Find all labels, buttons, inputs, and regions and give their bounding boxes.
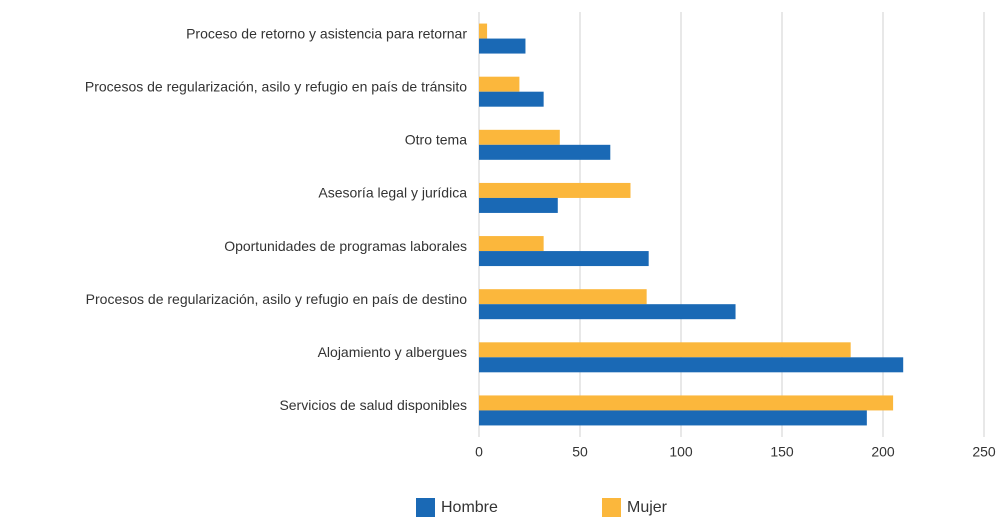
bar	[479, 304, 736, 320]
x-tick-label: 50	[572, 444, 588, 460]
bar	[479, 289, 647, 305]
legend-label: Mujer	[627, 499, 668, 516]
x-tick-label: 0	[475, 444, 483, 460]
bar	[479, 144, 611, 160]
x-tick-label: 250	[972, 444, 996, 460]
y-tick-label: Alojamiento y albergues	[318, 344, 467, 360]
bar	[479, 23, 488, 39]
x-tick-label: 150	[770, 444, 794, 460]
bar	[479, 197, 558, 213]
bar	[479, 236, 544, 252]
legend-label: Hombre	[441, 499, 498, 516]
bar	[479, 395, 894, 411]
y-tick-label: Proceso de retorno y asistencia para ret…	[186, 25, 467, 41]
bar	[479, 410, 867, 426]
y-tick-label: Otro tema	[405, 132, 467, 148]
bar	[479, 342, 851, 358]
bar	[479, 251, 649, 267]
y-tick-label: Asesoría legal y jurídica	[318, 185, 467, 201]
bar	[479, 182, 631, 198]
x-tick-label: 100	[669, 444, 693, 460]
y-tick-label: Servicios de salud disponibles	[279, 397, 467, 413]
legend-swatch	[602, 498, 621, 517]
y-tick-label: Oportunidades de programas laborales	[224, 238, 467, 254]
y-tick-label: Procesos de regularización, asilo y refu…	[86, 291, 468, 307]
y-tick-label: Procesos de regularización, asilo y refu…	[85, 78, 467, 94]
bar	[479, 76, 520, 92]
legend-swatch	[416, 498, 435, 517]
bar	[479, 38, 526, 54]
bar	[479, 129, 560, 145]
x-tick-label: 200	[871, 444, 895, 460]
bar	[479, 91, 544, 107]
bar	[479, 357, 904, 373]
